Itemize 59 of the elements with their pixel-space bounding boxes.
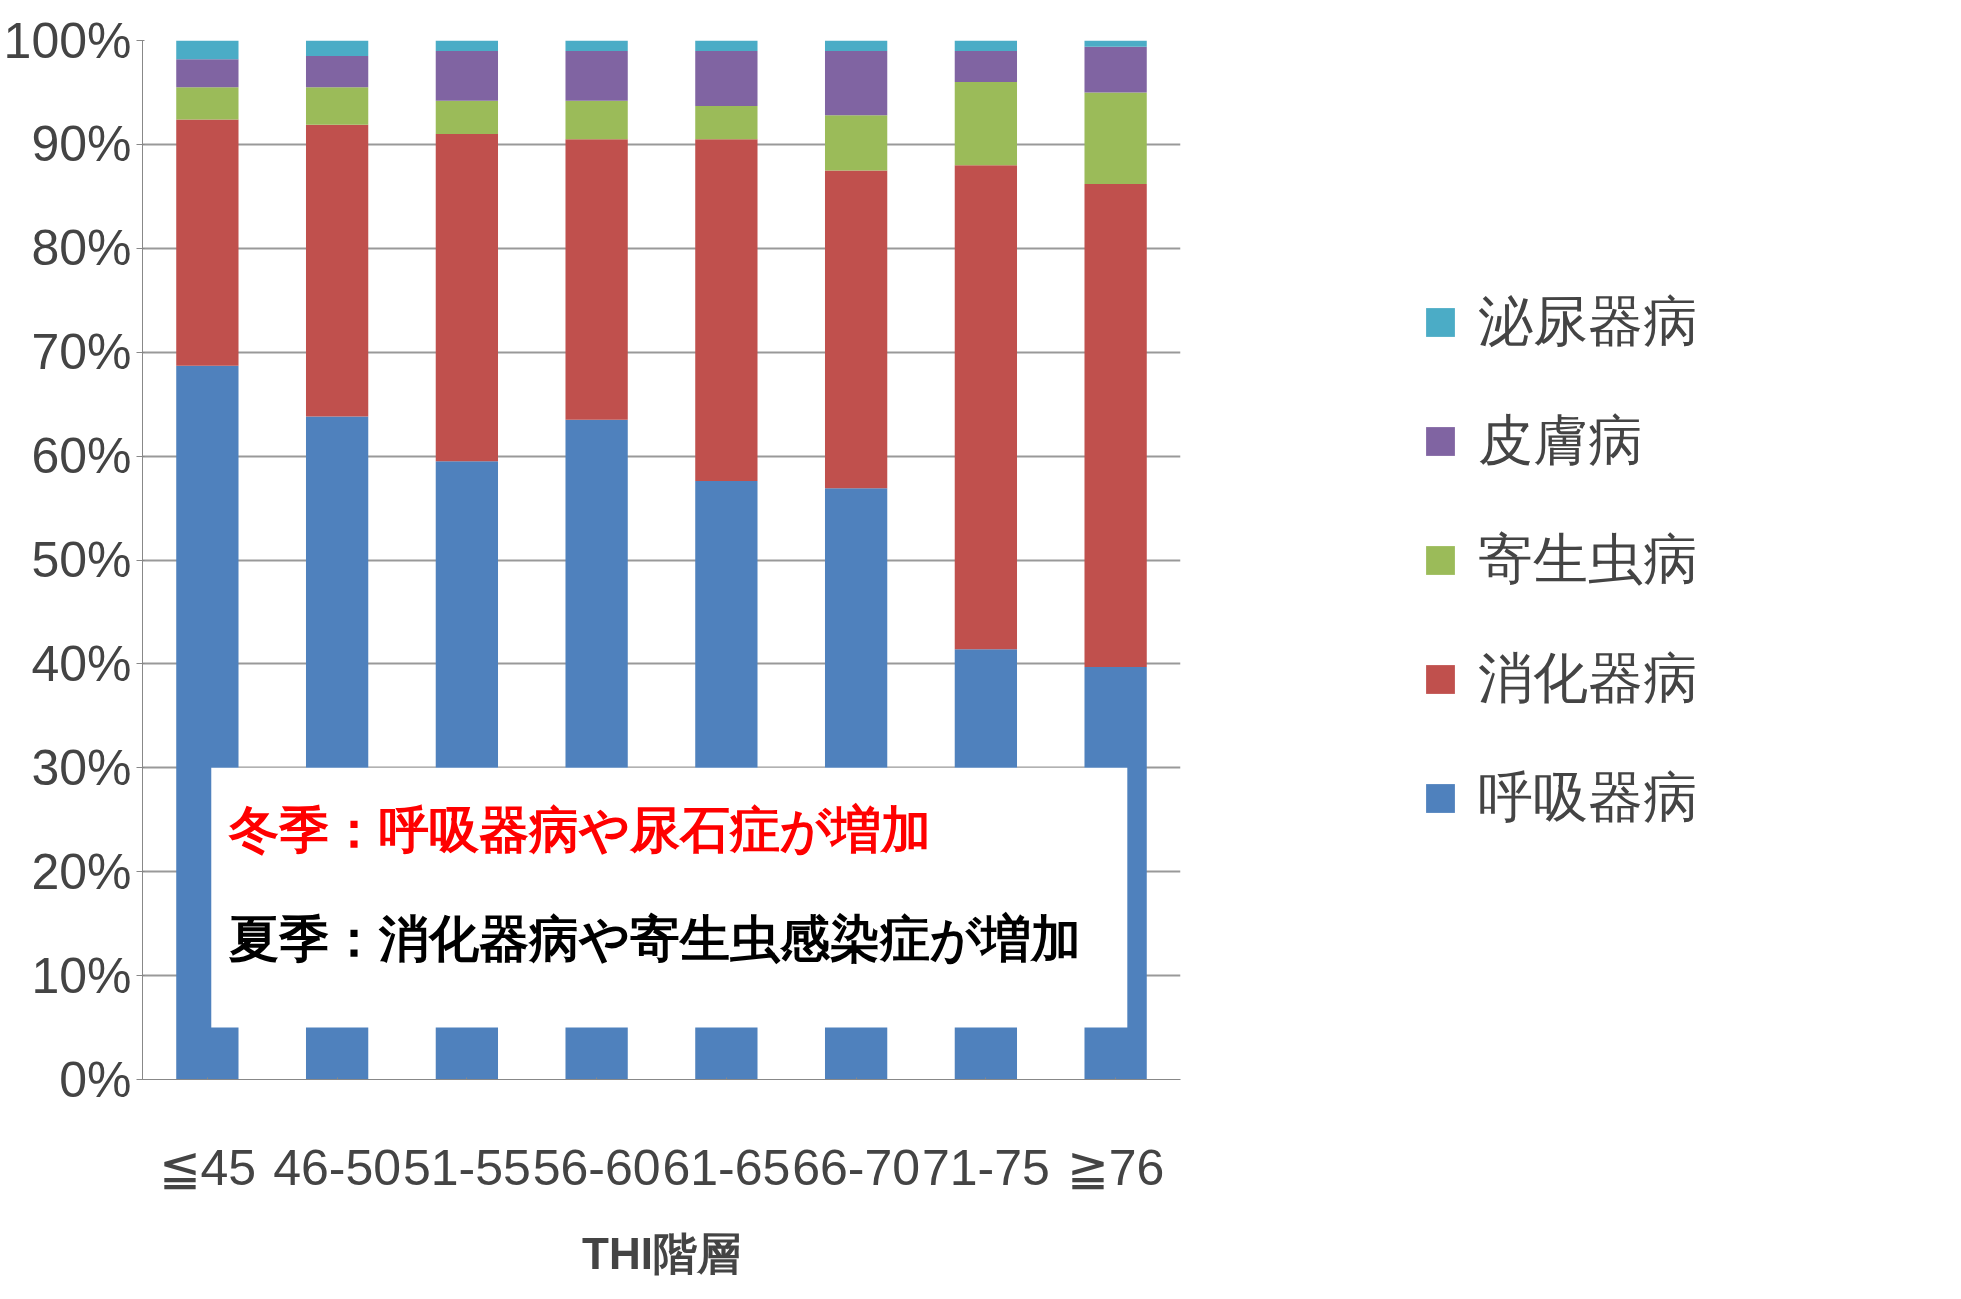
x-tick-label: 56-60 xyxy=(532,1139,661,1196)
bar xyxy=(954,165,1018,650)
y-tick-label: 80% xyxy=(31,220,132,277)
bar xyxy=(824,170,888,489)
legend-label: 皮膚病 xyxy=(1478,407,1643,473)
bar xyxy=(954,40,1018,51)
legend-label: 呼吸器病 xyxy=(1478,764,1698,830)
annotation: 夏季：消化器病や寄生虫感染症が増加 xyxy=(229,911,1082,968)
bar xyxy=(1084,92,1147,184)
y-tick-label: 40% xyxy=(31,635,132,692)
bar xyxy=(824,50,888,116)
bar xyxy=(305,40,369,57)
bar xyxy=(176,59,239,88)
y-tick-label: 100% xyxy=(3,12,132,69)
y-tick-label: 0% xyxy=(59,1051,132,1108)
bar xyxy=(695,40,758,51)
bar xyxy=(1084,183,1147,668)
x-tick-label: 66-70 xyxy=(792,1139,921,1196)
bar xyxy=(176,119,239,366)
x-tick-label: ≧76 xyxy=(1066,1139,1165,1196)
bar xyxy=(565,50,628,101)
bar xyxy=(695,139,758,482)
bar xyxy=(565,139,628,420)
bar xyxy=(824,40,888,51)
y-tick-label: 20% xyxy=(31,843,132,900)
bar xyxy=(954,82,1018,166)
annotation: 冬季：呼吸器病や尿石症が増加 xyxy=(228,802,932,859)
legend-label: 寄生虫病 xyxy=(1478,526,1698,592)
bar xyxy=(435,134,499,462)
bar xyxy=(565,100,628,140)
legend-label: 消化器病 xyxy=(1478,645,1698,711)
y-tick-label: 60% xyxy=(31,428,132,485)
bar xyxy=(435,40,499,51)
bar xyxy=(1084,40,1147,47)
x-tick-label: 51-55 xyxy=(402,1139,531,1196)
bar xyxy=(305,87,369,125)
bar xyxy=(695,105,758,140)
x-tick-label: ≦45 xyxy=(158,1139,257,1196)
bar xyxy=(435,50,499,101)
y-tick-label: 70% xyxy=(31,324,132,381)
bar xyxy=(176,40,239,60)
x-tick-label: 46-50 xyxy=(273,1139,402,1196)
bar xyxy=(824,115,888,171)
bar xyxy=(695,50,758,106)
bar xyxy=(565,40,628,51)
y-tick-label: 90% xyxy=(31,116,132,173)
bar xyxy=(305,124,369,417)
bar xyxy=(954,50,1018,83)
x-tick-label: 71-75 xyxy=(921,1139,1050,1196)
bar xyxy=(435,100,499,135)
x-axis-title: THI階層 xyxy=(582,1228,741,1278)
y-tick-label: 50% xyxy=(31,532,132,588)
y-tick-label: 30% xyxy=(31,739,132,796)
bar xyxy=(305,56,369,88)
y-tick-label: 10% xyxy=(31,947,132,1004)
bar xyxy=(1084,46,1147,93)
legend-label: 泌尿器病 xyxy=(1478,288,1698,354)
bar xyxy=(176,87,239,120)
x-tick-label: 61-65 xyxy=(662,1139,791,1196)
